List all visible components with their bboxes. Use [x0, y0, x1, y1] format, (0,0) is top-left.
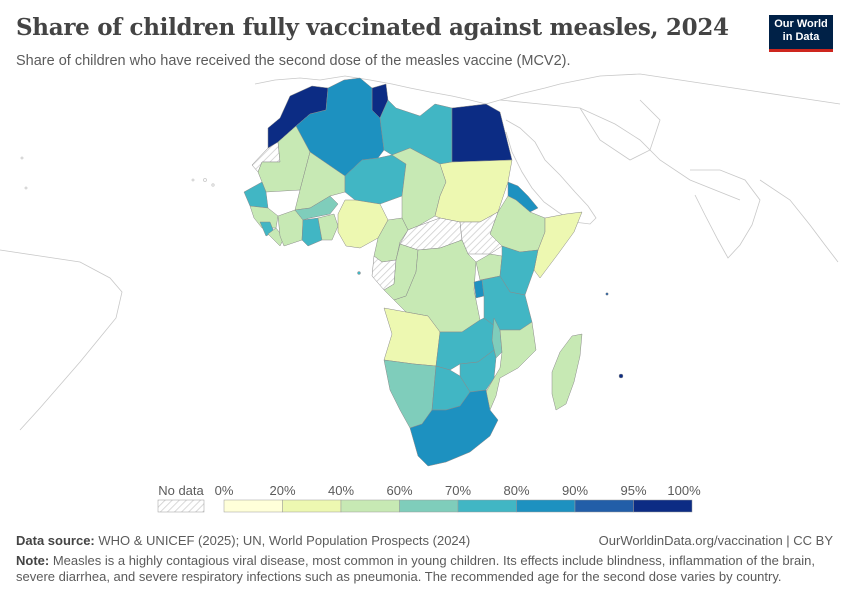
- legend-swatch[interactable]: [399, 499, 459, 513]
- seasia-outline: [759, 179, 839, 263]
- chart-subtitle: Share of children who have received the …: [16, 53, 571, 69]
- source-text[interactable]: WHO & UNICEF (2025); UN, World Populatio…: [98, 533, 471, 548]
- legend-tick-label: 40%: [328, 483, 354, 498]
- country-seychelles: [605, 292, 609, 296]
- country-togo-benin: [317, 213, 339, 241]
- country-chad: [391, 147, 447, 231]
- footer-url[interactable]: OurWorldinData.org/vaccination | CC BY: [598, 533, 833, 548]
- island-dot: [211, 183, 215, 187]
- africa-countries: [243, 77, 624, 467]
- arabia-outline: [505, 119, 597, 225]
- legend-swatch[interactable]: [223, 499, 283, 513]
- country-south-africa: [409, 389, 499, 467]
- note-text: Measles is a highly contagious viral dis…: [16, 553, 815, 584]
- iran-outline: [579, 99, 661, 161]
- south-america-outline: [0, 249, 123, 431]
- owid-logo[interactable]: Our World in Data: [769, 15, 833, 52]
- country-sao-tome: [357, 271, 361, 275]
- note-label: Note:: [16, 553, 50, 568]
- legend-tick-label: 60%: [386, 483, 412, 498]
- source-label: Data source:: [16, 533, 95, 548]
- legend-bins: 0% 20% 40% 60% 70% 80% 90% 95% 100%: [215, 483, 701, 513]
- legend-no-data-swatch: [157, 499, 205, 513]
- legend-tick-label: 0%: [215, 483, 234, 498]
- legend-swatch[interactable]: [574, 499, 634, 513]
- footer-source: Data source: WHO & UNICEF (2025); UN, Wo…: [16, 533, 470, 548]
- country-ghana: [301, 217, 323, 247]
- country-egypt: [451, 103, 513, 163]
- legend-swatch[interactable]: [516, 499, 576, 513]
- legend-swatch[interactable]: [633, 499, 693, 513]
- color-legend: No data 0% 20% 40% 60% 70% 80% 90% 95% 100%: [157, 483, 701, 513]
- legend-tick-label: 95%: [620, 483, 646, 498]
- india-outline: [690, 169, 761, 259]
- island-dot: [203, 178, 207, 182]
- legend-no-data-label: No data: [158, 483, 204, 498]
- island-dot: [24, 186, 28, 190]
- legend-swatch[interactable]: [282, 499, 342, 513]
- africa-map: [0, 73, 841, 467]
- legend-tick-label: 20%: [269, 483, 295, 498]
- island-dot: [20, 156, 24, 160]
- legend-tick-label: 80%: [503, 483, 529, 498]
- country-somalia: [533, 211, 583, 279]
- country-madagascar: [551, 333, 583, 411]
- logo-line-1: Our World: [774, 18, 828, 30]
- country-malawi: [491, 317, 503, 359]
- country-senegal: [243, 181, 269, 209]
- europe-outline: [254, 73, 841, 105]
- legend-tick-label: 90%: [562, 483, 588, 498]
- island-dot: [191, 178, 195, 182]
- legend-swatch[interactable]: [457, 499, 517, 513]
- legend-end-label: 100%: [667, 483, 701, 498]
- country-mauritius: [618, 373, 624, 379]
- country-uganda: [475, 253, 503, 281]
- logo-line-2: in Data: [782, 31, 820, 43]
- legend-swatch[interactable]: [340, 499, 400, 513]
- footer-note: Note: Measles is a highly contagious vir…: [16, 553, 816, 585]
- country-mozambique: [485, 321, 537, 411]
- background-outlines: [0, 73, 841, 431]
- mideast-outline: [499, 99, 741, 201]
- chart-title: Share of children fully vaccinated again…: [16, 14, 729, 41]
- legend-tick-label: 70%: [445, 483, 471, 498]
